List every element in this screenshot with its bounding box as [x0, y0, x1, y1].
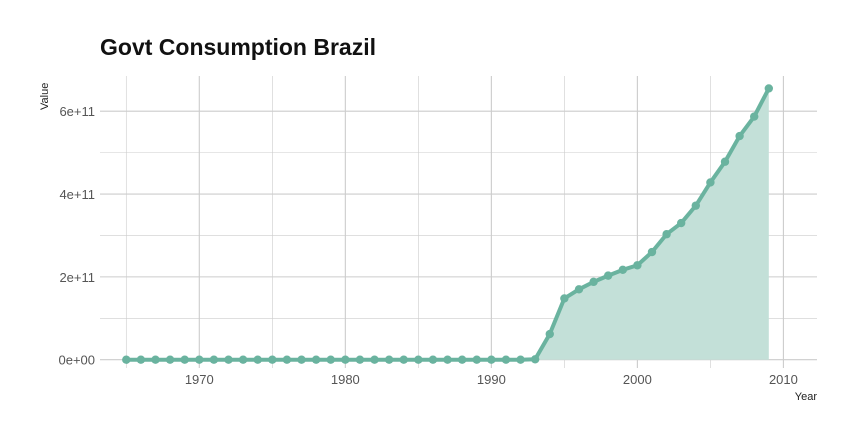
x-tick-label: 1970 [185, 372, 214, 387]
area-layer [126, 88, 769, 360]
data-point [530, 355, 540, 364]
y-tick-label: 2e+11 [59, 270, 95, 285]
chart-title: Govt Consumption Brazil [100, 34, 376, 60]
data-point [676, 218, 686, 228]
data-point [662, 230, 671, 239]
data-point [355, 355, 365, 364]
data-point [633, 261, 642, 270]
data-point [603, 271, 613, 280]
data-point [238, 355, 248, 364]
series-area [126, 88, 769, 360]
data-point [706, 178, 715, 187]
y-axis-title: Value [39, 83, 51, 110]
data-point [370, 355, 379, 364]
y-tick-label: 0e+00 [58, 353, 95, 368]
data-point [151, 355, 160, 364]
data-point [501, 355, 511, 364]
data-point [282, 355, 292, 364]
data-point [574, 285, 584, 294]
data-point [165, 355, 175, 364]
x-tick-labels: 1970 1980 1990 2000 2010 [185, 372, 798, 387]
data-point [297, 355, 306, 364]
data-point [414, 355, 423, 364]
data-point [136, 355, 146, 364]
data-point [428, 355, 438, 364]
points-layer [122, 84, 774, 364]
data-point [618, 265, 627, 275]
data-point [311, 355, 321, 364]
x-tick-label: 1980 [331, 372, 360, 387]
data-point [516, 355, 525, 364]
y-tick-label: 4e+11 [59, 187, 95, 202]
data-point [764, 84, 774, 93]
data-point [224, 355, 233, 364]
x-tick-label: 2010 [769, 372, 798, 387]
data-point [720, 157, 730, 166]
data-point [122, 355, 131, 364]
data-point [735, 131, 744, 141]
data-point [443, 355, 452, 364]
data-point [487, 355, 496, 364]
y-tick-label: 6e+11 [59, 104, 95, 119]
data-point [647, 247, 657, 257]
x-tick-label: 1990 [477, 372, 506, 387]
data-point [341, 355, 350, 364]
data-point [472, 355, 481, 364]
data-point [560, 294, 569, 303]
data-point [268, 355, 277, 364]
data-point [399, 355, 408, 364]
data-point [253, 355, 262, 364]
data-point [750, 112, 759, 121]
data-point [691, 201, 700, 210]
data-point [209, 355, 219, 364]
y-tick-labels: 0e+00 2e+11 4e+11 6e+11 [58, 104, 95, 368]
data-point [195, 355, 204, 364]
data-point [384, 355, 394, 364]
data-point [589, 277, 598, 287]
data-point [326, 355, 335, 364]
data-point [180, 355, 189, 364]
data-point [545, 329, 554, 339]
data-point [457, 355, 467, 364]
x-axis-title: Year [795, 391, 818, 403]
x-tick-label: 2000 [623, 372, 652, 387]
